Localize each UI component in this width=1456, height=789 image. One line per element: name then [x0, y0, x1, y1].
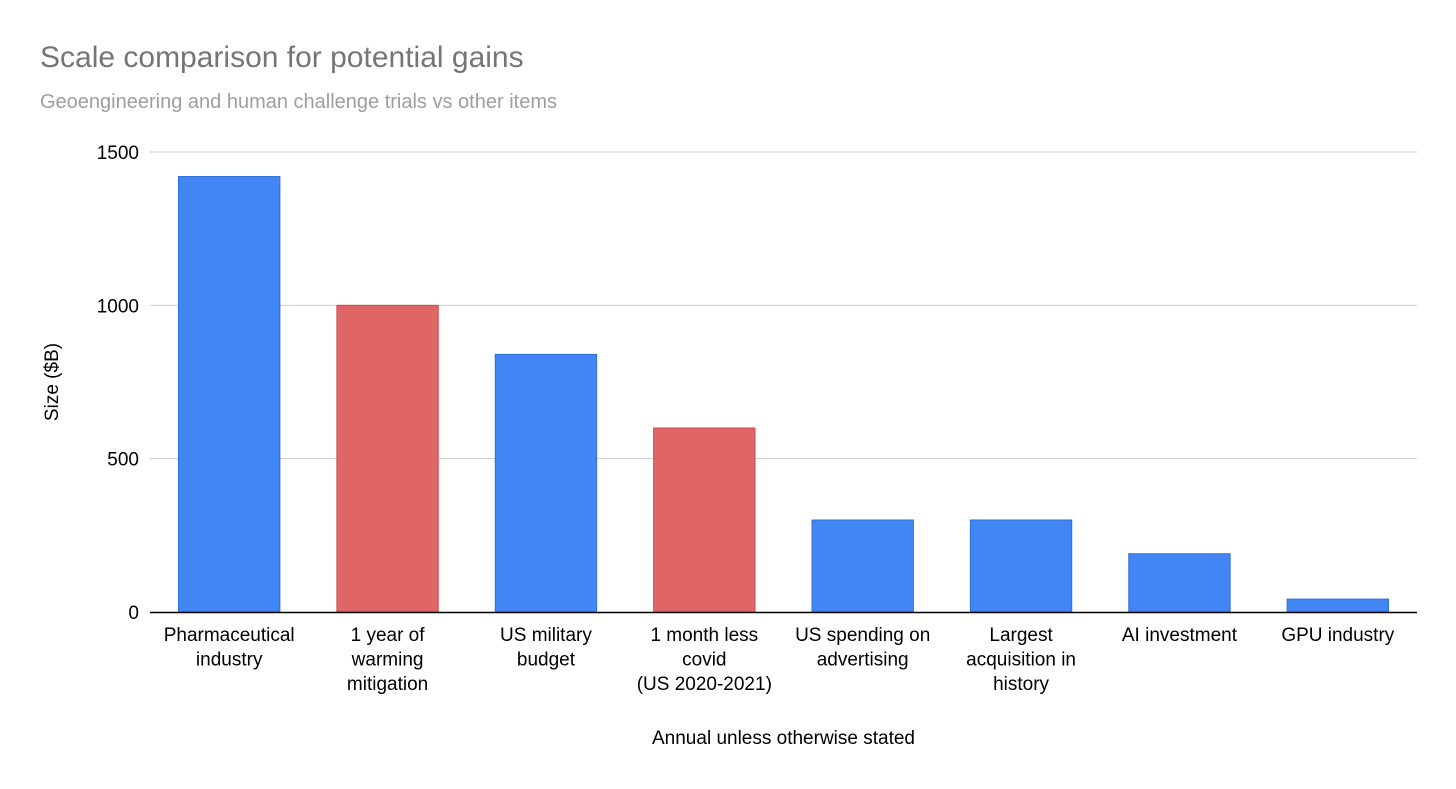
x-tick-label-line: US military: [500, 625, 592, 646]
bar: [494, 353, 598, 613]
x-tick-label-line: 1 month less: [650, 625, 758, 646]
x-tick-label-line: budget: [517, 650, 576, 671]
bar: [1286, 598, 1389, 613]
x-tick-label-line: history: [993, 674, 1049, 695]
x-tick-label-line: US spending on: [795, 625, 930, 646]
y-axis-ticks: 0 500 1000 1500: [97, 143, 139, 624]
bars: [178, 176, 1389, 613]
x-tick-label-line: Largest: [989, 625, 1053, 646]
x-tick-label: GPU industry: [1281, 625, 1394, 646]
bar: [969, 519, 1073, 613]
bar: [178, 176, 281, 613]
x-tick-label: US military budget: [500, 625, 592, 671]
chart-title: Scale comparison for potential gains: [40, 41, 524, 74]
x-tick-label: AI investment: [1122, 625, 1238, 646]
x-tick-label-line: industry: [196, 650, 263, 671]
bar: [1128, 553, 1231, 613]
x-tick-label-line: mitigation: [347, 674, 428, 695]
x-tick-label: Largest acquisition in history: [966, 625, 1076, 695]
x-tick-label-line: 1 year of: [351, 625, 426, 646]
y-tick-label: 500: [107, 450, 139, 471]
x-axis-ticks: Pharmaceutical industry 1 year of warming mi…: [164, 625, 1395, 695]
y-axis-label: Size ($B): [42, 343, 63, 421]
x-tick-label-line: warming: [351, 650, 424, 671]
y-tick-label: 1000: [97, 296, 139, 317]
bar: [336, 304, 439, 613]
x-tick-label: US spending on advertising: [795, 625, 930, 671]
x-tick-label-line: covid: [682, 650, 726, 671]
chart-subtitle: Geoengineering and human challenge trial…: [40, 91, 557, 113]
y-tick-label: 1500: [97, 143, 139, 164]
x-tick-label-line: AI investment: [1122, 625, 1238, 646]
x-axis-label: Annual unless otherwise stated: [652, 728, 915, 749]
x-tick-label-line: advertising: [817, 650, 909, 671]
x-tick-label-line: Pharmaceutical: [164, 625, 295, 646]
bar: [653, 427, 756, 613]
x-tick-label-line: GPU industry: [1281, 625, 1394, 646]
x-tick-label: Pharmaceutical industry: [164, 625, 295, 671]
x-tick-label: 1 month less covid (US 2020-2021): [637, 625, 772, 695]
x-tick-label: 1 year of warming mitigation: [347, 625, 428, 695]
y-tick-label: 0: [128, 603, 139, 624]
bar: [811, 519, 914, 613]
x-tick-label-line: (US 2020-2021): [637, 674, 772, 695]
x-tick-label-line: acquisition in: [966, 650, 1076, 671]
